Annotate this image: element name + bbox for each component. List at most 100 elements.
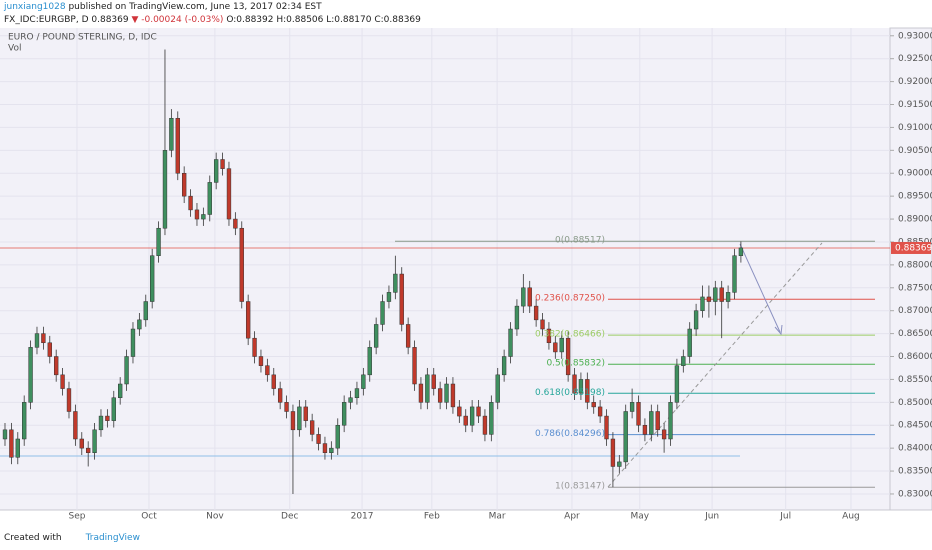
candle-body (60, 374, 65, 389)
plot-bg (0, 28, 890, 510)
candle-body (642, 424, 648, 435)
candle-body (553, 342, 558, 353)
y-tick-label: 0.90000 (898, 169, 932, 179)
volume-label: Vol (8, 44, 21, 54)
candle-body (111, 397, 116, 421)
candle-body (15, 438, 20, 458)
candle-body (476, 406, 481, 417)
candle-body (233, 218, 238, 229)
candle-body (239, 227, 244, 302)
candle-body (431, 374, 436, 389)
candle-body (681, 356, 686, 366)
publish-text: published on TradingView.com, June 13, 2… (68, 2, 322, 12)
candle-body (47, 342, 52, 357)
candle-body (361, 374, 366, 389)
publish-line: junxiang1028 published on TradingView.co… (4, 2, 322, 12)
candle-body (92, 429, 97, 453)
price-axis (889, 27, 932, 511)
candle-body (399, 273, 404, 325)
candle-body (213, 159, 219, 183)
candle-body (597, 406, 603, 417)
candle-body (181, 172, 187, 197)
author[interactable]: junxiang1028 (4, 2, 66, 12)
arrow-head (774, 324, 783, 336)
candle-body (418, 383, 424, 403)
y-tick-label: 0.92500 (898, 54, 932, 64)
candle-body (527, 287, 532, 307)
y-tick-label: 0.90500 (898, 146, 932, 156)
y-tick-label: 0.86000 (898, 352, 932, 362)
y-tick-label: 0.85000 (898, 398, 932, 408)
candle-body (322, 443, 328, 453)
last-price-box (891, 241, 931, 254)
candle-body (143, 301, 148, 321)
candle-body (386, 292, 392, 302)
x-tick-label: Sep (68, 512, 85, 522)
candle-body (405, 324, 411, 348)
candle-body (623, 411, 628, 463)
candle-body (28, 347, 33, 403)
candle-body (41, 333, 46, 344)
candle-body (437, 388, 443, 403)
candle-body (258, 356, 264, 366)
candle-body (444, 383, 449, 403)
y-tick-label: 0.83000 (898, 489, 932, 499)
chart: EURO / POUND STERLING, D, IDC Vol 0.8300… (0, 27, 932, 522)
candle-body (118, 383, 123, 398)
candle-body (540, 319, 545, 330)
y-tick-label: 0.84000 (898, 444, 932, 454)
candle-body (220, 159, 225, 169)
candle-body (687, 328, 692, 357)
y-tick-label: 0.89000 (898, 215, 932, 225)
candle-body (450, 383, 456, 408)
fib-label: 0.618(0.85198) (535, 388, 605, 398)
candle-body (393, 273, 398, 293)
candle-body (585, 379, 590, 403)
candle-body (9, 429, 14, 458)
candle-body (348, 397, 353, 403)
fib-label: 0.236(0.87250) (535, 294, 605, 304)
candle-body (316, 434, 321, 444)
candle-body (86, 447, 91, 453)
candle-body (277, 388, 283, 403)
x-tick-label: Mar (489, 512, 506, 522)
candle-body (175, 118, 180, 174)
price: 0.88369 (91, 15, 129, 25)
fib-label: 0.5(0.85832) (546, 359, 605, 369)
brand[interactable]: TradingView (85, 533, 140, 543)
candle-body (469, 406, 475, 426)
change: ▼ -0.00024 (-0.03%) (131, 15, 224, 25)
candle-body (713, 287, 718, 302)
candle-body (201, 214, 206, 220)
candle-body (482, 415, 488, 435)
candle-body (380, 301, 385, 325)
candle-body (604, 415, 609, 440)
x-tick-label: 2017 (351, 512, 374, 522)
candle-body (98, 415, 104, 431)
y-tick-label: 0.89500 (898, 192, 932, 202)
x-tick-label: Apr (564, 512, 580, 522)
candle-body (162, 150, 168, 229)
candle-body (655, 411, 660, 431)
candle-body (559, 337, 564, 353)
candle-body (271, 374, 276, 389)
candle-body (578, 379, 584, 394)
candle-body (79, 438, 84, 449)
projection-arrow (739, 243, 781, 333)
candle-body (629, 402, 635, 412)
candle-body (719, 287, 724, 302)
candle-body (309, 420, 315, 435)
candle-body (34, 333, 40, 348)
y-tick-label: 0.86500 (898, 329, 932, 339)
candle-body (533, 305, 539, 321)
candle-body (265, 365, 270, 376)
candle-body (54, 356, 59, 376)
candle-body (591, 402, 596, 408)
candle-body (290, 411, 296, 431)
candle-body (565, 337, 571, 376)
candle-body (617, 461, 622, 467)
candle-body (66, 388, 72, 412)
y-tick-label: 0.91500 (898, 100, 932, 110)
candle-body (367, 347, 372, 376)
candle-body (412, 347, 417, 385)
